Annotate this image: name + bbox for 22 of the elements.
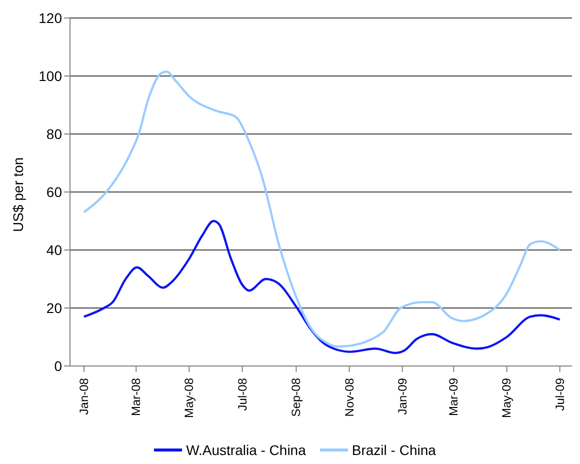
- y-tick-label: 40: [46, 242, 62, 258]
- y-tick-label: 80: [46, 126, 62, 142]
- legend-label: W.Australia - China: [186, 442, 306, 458]
- line-series: [82, 70, 561, 348]
- y-tick-label: 120: [38, 10, 62, 26]
- y-tick-label: 60: [46, 184, 62, 200]
- x-tick-label: Jul-09: [552, 378, 567, 411]
- x-tick-label: Jul-08: [235, 378, 250, 411]
- x-tick-label: Mar-09: [446, 378, 461, 416]
- x-tick-label: May-09: [500, 378, 514, 418]
- x-tick-label: Sep-08: [289, 378, 304, 417]
- line-series: [82, 220, 561, 354]
- y-axis-title: US$ per ton: [10, 157, 26, 232]
- x-tick-label: Jan-08: [76, 378, 91, 415]
- y-tick-label: 100: [38, 68, 62, 84]
- x-tick-label: Jan-09: [395, 378, 410, 415]
- x-tick-label: May-08: [182, 378, 196, 418]
- y-tick-label: 20: [46, 300, 62, 316]
- x-tick-label: Mar-08: [129, 378, 144, 416]
- x-tick-label: Nov-08: [342, 378, 356, 417]
- y-tick-label: 0: [54, 358, 62, 374]
- legend-label: Brazil - China: [352, 442, 436, 458]
